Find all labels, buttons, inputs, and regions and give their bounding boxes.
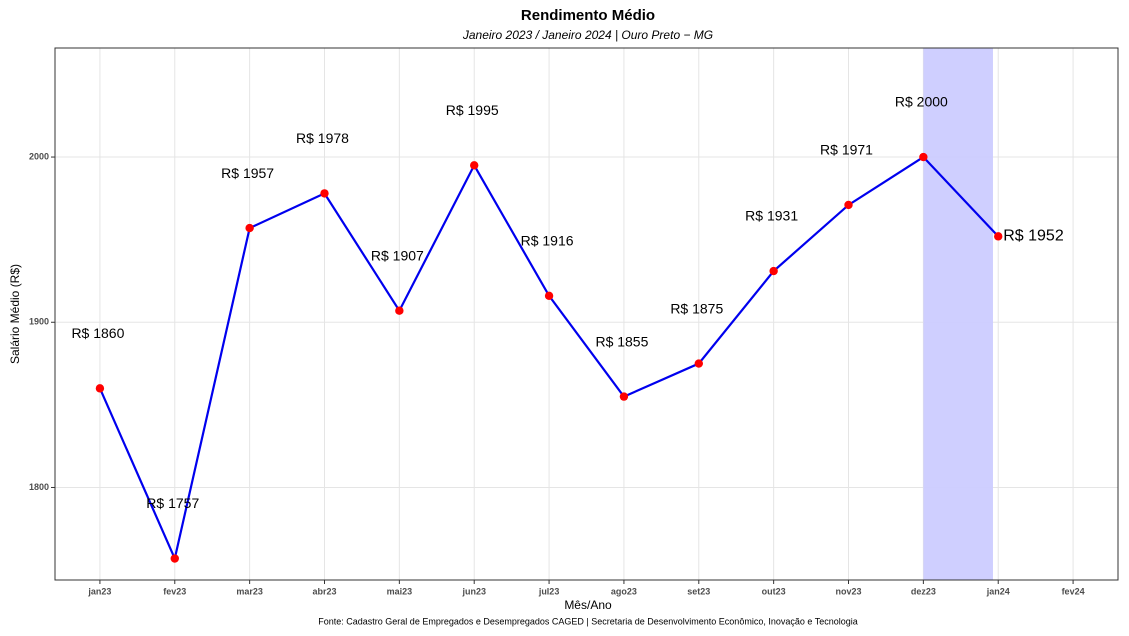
chart-title: Rendimento Médio [521, 7, 655, 24]
data-label: R$ 1995 [446, 102, 499, 118]
data-label: R$ 2000 [895, 94, 948, 110]
point [470, 161, 479, 170]
point [395, 306, 404, 315]
data-label: R$ 1907 [371, 247, 424, 263]
y-tick-label: 2000 [29, 151, 49, 161]
point [619, 392, 629, 401]
x-tick-label: dez23 [911, 586, 936, 596]
caption: Fonte: Cadastro Geral de Empregados e De… [318, 616, 857, 626]
x-tick-label: jun23 [461, 586, 486, 596]
point [95, 384, 105, 393]
point [245, 223, 254, 233]
point [544, 291, 554, 301]
x-axis-label: Mês/Ano [564, 598, 612, 612]
data-label: R$ 1978 [296, 130, 349, 146]
point [694, 359, 703, 368]
x-tick-label: fev24 [1062, 586, 1085, 596]
data-label: R$ 1855 [595, 333, 648, 349]
point [320, 189, 329, 198]
data-label: R$ 1875 [670, 300, 723, 316]
x-tick-label: set23 [687, 586, 710, 596]
x-tick-label: out23 [762, 586, 786, 596]
x-tick-label: mai23 [387, 586, 413, 596]
y-tick-label: 1900 [29, 317, 49, 327]
data-label: R$ 1971 [820, 142, 873, 158]
point [170, 554, 179, 563]
x-tick-label: fev23 [163, 586, 186, 596]
x-tick-label: abr23 [312, 586, 336, 596]
x-tick-label: ago23 [611, 586, 637, 596]
data-label: R$ 1860 [71, 325, 124, 341]
y-axis-label: Salário Médio (R$) [8, 264, 22, 364]
x-tick-label: jan23 [87, 586, 111, 596]
x-tick-label: jul23 [538, 586, 560, 596]
point [919, 152, 928, 162]
point [994, 232, 1003, 241]
plot-border [54, 47, 1119, 581]
data-label: R$ 1916 [521, 233, 574, 249]
point [769, 266, 778, 276]
data-label: R$ 1931 [745, 208, 798, 224]
data-label: R$ 1757 [146, 495, 199, 511]
data-label: R$ 1957 [221, 165, 274, 181]
y-tick-label: 1800 [29, 482, 49, 492]
point [844, 200, 853, 210]
x-tick-label: mar23 [236, 586, 263, 596]
x-tick-label: jan24 [986, 586, 1010, 596]
x-tick-label: nov23 [835, 586, 861, 596]
data-label: R$ 1952 [1003, 228, 1064, 245]
chart-subtitle: Janeiro 2023 / Janeiro 2024 | Ouro Preto… [462, 28, 713, 42]
highlight-band [923, 48, 993, 580]
